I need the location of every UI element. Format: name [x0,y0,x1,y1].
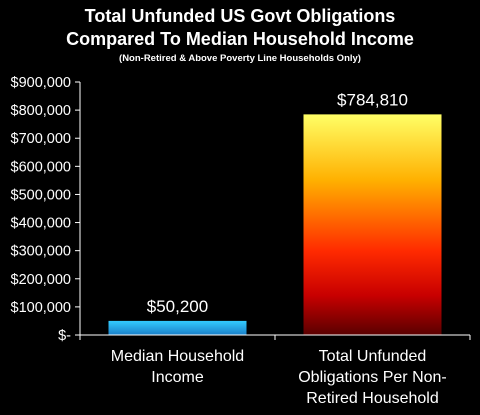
x-tick-label: Income [151,369,204,386]
y-tick-label: $400,000 [11,216,71,232]
value-labels: $50,200 $784,810 [147,90,408,316]
chart-title-line-2: Compared To Median Household Income [66,29,414,49]
y-tick-label: $900,000 [11,75,71,91]
y-tick-label: $100,000 [11,300,71,316]
axes [79,82,471,340]
y-tick-label: $600,000 [11,159,71,175]
y-tick-label: $800,000 [11,103,71,119]
y-tick-label: $300,000 [11,244,71,260]
value-label-1: $50,200 [147,297,208,316]
x-tick-label: Median Household [111,348,244,365]
y-tick-label: $500,000 [11,187,71,203]
y-tick-label: $700,000 [11,131,71,147]
y-tick-label: $- [58,328,71,344]
x-axis-labels: Median Household Income Total Unfunded Obli… [111,348,447,407]
bars [108,114,442,335]
y-tick-label: $200,000 [11,272,71,288]
chart-title-line-1: Total Unfunded US Govt Obligations [84,6,396,26]
chart-subtitle: (Non-Retired & Above Poverty Line Househ… [119,53,361,64]
bar-2 [303,114,442,335]
x-tick-label: Total Unfunded [319,348,427,365]
x-tick-label: Obligations Per Non- [298,369,447,386]
x-tick-label: Retired Household [306,390,439,407]
value-label-2: $784,810 [337,90,408,109]
bar-1 [108,320,247,335]
y-axis-ticks: $- $100,000 $200,000 $300,000 $400,000 $500,0… [11,75,80,344]
